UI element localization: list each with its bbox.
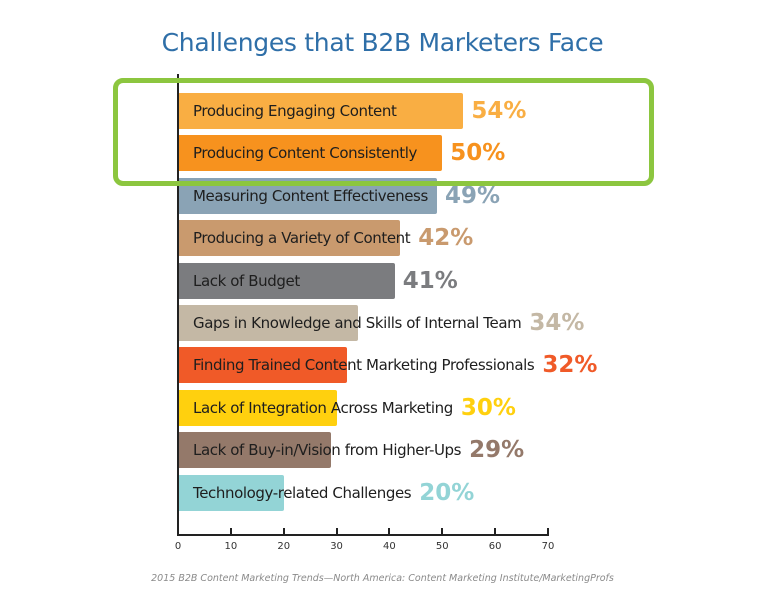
bar xyxy=(179,262,395,299)
bar-value-label: 29% xyxy=(469,437,525,464)
bar-value-label: 41% xyxy=(402,267,458,294)
chart-title: Challenges that B2B Marketers Face xyxy=(161,28,604,57)
bar-value-label: 42% xyxy=(418,225,474,252)
bar xyxy=(179,305,358,341)
highlight-box xyxy=(113,78,654,186)
bar xyxy=(179,93,464,129)
x-tick xyxy=(494,528,497,535)
bar-label: Gaps in Knowledge and Skills of Internal… xyxy=(193,314,522,332)
bar-label: Producing Content Consistently xyxy=(193,144,417,163)
x-tick-label: 60 xyxy=(488,541,502,552)
bar-label: Technology-related Challenges xyxy=(193,483,412,502)
bar xyxy=(179,474,284,511)
x-tick xyxy=(335,528,338,535)
bar xyxy=(179,347,348,384)
bar-label: Producing a Variety of Content xyxy=(193,229,411,248)
x-tick-label: 30 xyxy=(330,541,343,552)
bar-label: Producing Engaging Content xyxy=(193,102,397,120)
x-tick-label: 40 xyxy=(383,541,396,552)
x-tick xyxy=(229,528,232,535)
x-axis-line xyxy=(177,534,549,536)
bar-value-label: 50% xyxy=(450,140,506,167)
bar xyxy=(179,220,400,257)
x-tick xyxy=(441,528,444,535)
bar-value-label: 32% xyxy=(542,352,598,379)
y-axis-line xyxy=(177,74,179,536)
bar xyxy=(179,432,332,469)
bar-label: Finding Trained Content Marketing Profes… xyxy=(193,356,535,375)
source-caption: 2015 B2B Content Marketing Trends—North … xyxy=(151,573,614,584)
x-tick xyxy=(177,528,179,535)
bar-label: Measuring Content Effectiveness xyxy=(193,186,428,205)
bar-value-label: 20% xyxy=(419,479,475,506)
bar-value-label: 30% xyxy=(460,394,516,421)
bar-value-label: 34% xyxy=(529,310,585,336)
x-tick-label: 50 xyxy=(435,541,449,552)
x-tick xyxy=(388,528,391,535)
bar-value-label: 54% xyxy=(471,98,527,124)
x-tick xyxy=(282,528,285,535)
x-tick-label: 20 xyxy=(277,541,291,552)
x-tick xyxy=(547,528,549,535)
bar-label: Lack of Integration Across Marketing xyxy=(193,398,453,417)
bar-value-label: 49% xyxy=(445,182,501,209)
x-tick-label: 0 xyxy=(174,541,182,552)
bar xyxy=(179,389,337,426)
x-tick-label: 10 xyxy=(224,541,238,552)
bar-label: Lack of Budget xyxy=(193,271,300,290)
bar xyxy=(179,135,443,172)
x-tick-label: 70 xyxy=(541,541,555,552)
bar-label: Lack of Buy-in/Vision from Higher-Ups xyxy=(193,441,462,460)
